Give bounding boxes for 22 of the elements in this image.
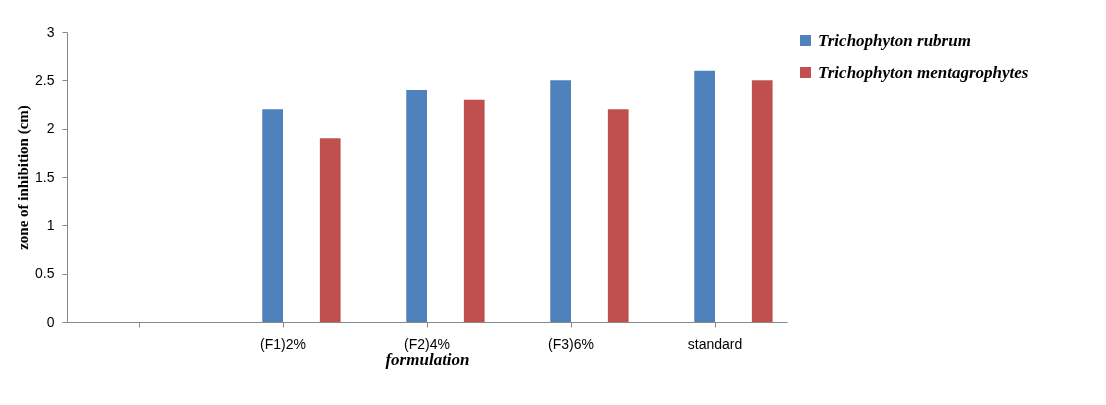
y-tick-label: 2 — [46, 120, 55, 137]
bar — [319, 138, 341, 322]
y-tick-label: 1 — [46, 216, 55, 233]
legend-label: Trichophyton mentagrophytes — [818, 62, 1029, 82]
y-tick-label: 1.5 — [35, 168, 55, 185]
legend-label: Trichophyton rubrum — [818, 30, 971, 50]
x-tick-label: (F3)6% — [548, 335, 594, 352]
bar — [463, 99, 485, 322]
y-tick-label: 3 — [46, 23, 55, 40]
y-tick-label: 0 — [46, 313, 55, 330]
x-tick-label: standard — [687, 335, 743, 352]
bar — [550, 80, 571, 322]
bar — [406, 90, 427, 322]
y-axis-title: zone of inhibition (cm) — [15, 105, 33, 250]
bar — [694, 70, 715, 322]
y-tick-label: 2.5 — [35, 71, 55, 88]
x-tick-label: (F1)2% — [260, 335, 306, 352]
bar — [751, 80, 773, 322]
x-tick-label: (F2)4% — [404, 335, 450, 352]
bar — [262, 109, 283, 322]
bar — [607, 109, 629, 322]
y-tick-label: 0.5 — [35, 265, 55, 282]
